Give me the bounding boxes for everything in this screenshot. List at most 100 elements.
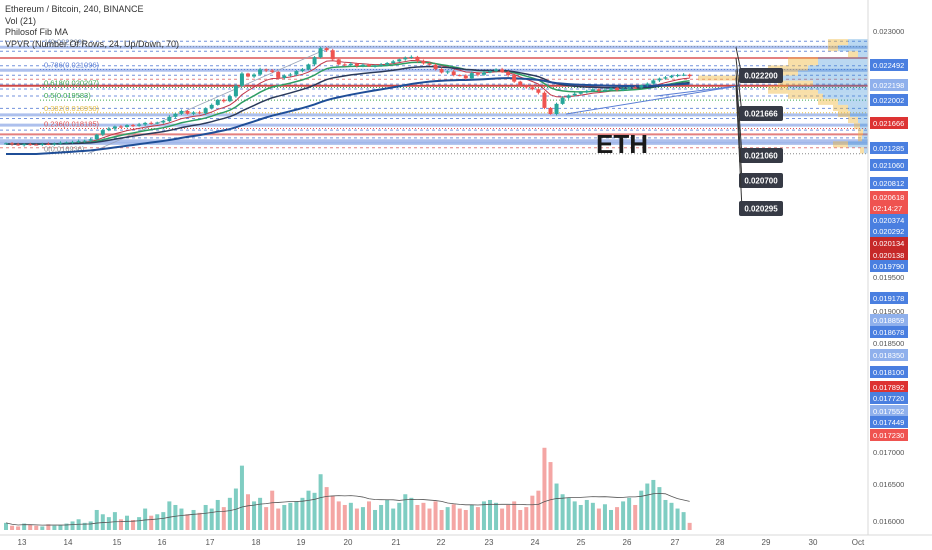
candle-body [137,124,142,126]
price-tick-label: 0.017892 [873,383,904,392]
candle-body [433,64,438,70]
volume-bar [433,501,438,530]
price-tick-label: 0.017720 [873,394,904,403]
candle-body [106,128,111,131]
volume-bars [4,447,692,530]
vpvr-up-row [860,123,868,130]
vpvr-down-row [788,93,823,99]
volume-bar [548,462,553,530]
candle-body [530,87,535,90]
volume-bar [179,508,184,530]
volume-profile [698,39,868,154]
price-tag [870,202,908,214]
price-callout[interactable]: 0.021666 [735,57,783,121]
vpvr-down-row [828,39,848,46]
volume-bar [578,504,583,530]
time-tick-label: 29 [762,538,771,547]
time-tick-label: 28 [716,538,725,547]
candle-body [94,134,99,140]
price-tag [870,416,908,428]
horizontal-lines [0,40,868,155]
price-callout[interactable]: 0.020700 [735,77,783,188]
price-tick-label: 0.019790 [873,262,904,271]
candle-body [125,125,129,127]
vpvr-up-row [848,141,868,148]
time-tick-label: 15 [113,538,122,547]
vpvr-down-row [833,104,848,111]
candle-body [118,126,123,128]
trendlines[interactable] [87,46,741,155]
candle-body [227,96,232,102]
callout-label: 0.021060 [744,152,778,161]
volume-bar [681,512,686,530]
legend-vpvr[interactable]: VPVR (Number Of Rows, 24, Up/Down, 70) [5,38,180,49]
candle-body [518,81,523,86]
candle-body [506,71,511,76]
price-tag [870,225,908,237]
vpvr-down-row [768,65,808,71]
vpvr-up-row [818,57,868,66]
callout-pointer [735,57,743,115]
volume-bar [306,490,311,530]
candle-body [457,75,462,77]
legend-symbol[interactable]: Ethereum / Bitcoin, 240, BINANCE [5,4,144,14]
vpvr-up-row [862,135,868,142]
price-tick-label: 0.019000 [873,307,904,316]
volume-bar [270,490,275,530]
price-callout[interactable]: 0.021060 [735,70,783,163]
time-tick-label: 13 [18,538,27,547]
price-callout[interactable]: 0.020295 [735,85,783,216]
price-tick-label: 0.020812 [873,179,904,188]
candle-body [421,60,426,64]
vpvr-up-row [813,80,868,86]
ma-dark-line [6,65,690,145]
legend-volume[interactable]: Vol (21) [5,15,37,26]
legend-fib-ma[interactable]: Philosof Fib MA [5,27,69,37]
candle-body [294,71,299,75]
price-tag [870,79,908,91]
candle-body [669,75,674,78]
vpvr-up-row [858,51,868,58]
candle-body [40,143,45,145]
candle-body [596,89,601,91]
candle-body [270,70,275,72]
fib-level-label: 0(0.016936) [44,145,85,154]
price-tick-label: 0.019500 [873,273,904,282]
candle-body [52,143,57,145]
volume-bar [367,501,371,530]
price-callout[interactable]: 0.022200 [735,47,783,83]
price-callouts[interactable]: 0.022200 0.021666 0.021060 0.020700 0.020295 [735,47,783,216]
volume-bar [530,495,535,530]
candle-body [548,107,553,114]
candle-body [627,87,632,89]
candle-body [494,69,499,72]
candle-body [427,63,432,65]
price-tick-label: 0.018859 [873,316,904,325]
volume-bar [566,497,571,530]
fib-level-label: 1(0.022229) [44,38,85,47]
volume-bar [657,487,662,530]
price-tick-label: 0.017552 [873,407,904,416]
callout-pointer [735,70,743,157]
vpvr-up-row [850,110,868,118]
volume-bar [161,512,166,530]
volume-bar [215,499,220,530]
volume-bar [246,494,250,530]
candle-body [34,144,39,146]
vpvr-up-row [768,75,868,81]
time-axis[interactable]: 13 14 15 16 17 18 19 20 21 22 23 24 25 26 27 28 29 30 Oct [18,538,865,547]
candle-body [161,121,166,123]
vpvr-up-row [818,89,868,94]
candle-body [560,97,565,104]
volume-bar [282,504,287,530]
candle-body [488,71,492,73]
price-axis[interactable]: 0.023000 0.022492 0.022198 0.022002 0.021666… [870,27,908,526]
ma-blue-line [6,77,690,156]
volume-bar [64,523,69,530]
volume-bar [94,509,99,530]
candle-body [131,125,136,127]
vpvr-up-row [864,147,868,154]
candle-body [288,74,293,76]
candle-body [385,62,390,65]
